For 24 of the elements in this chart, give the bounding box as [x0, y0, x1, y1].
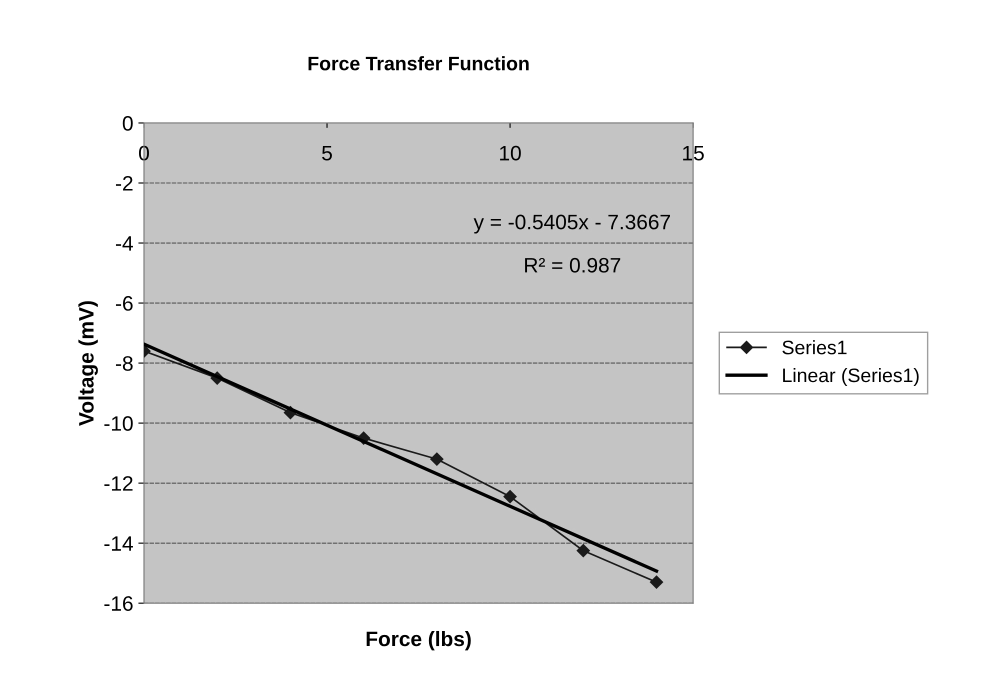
y-tick-label: -10	[104, 416, 133, 431]
point	[503, 490, 517, 504]
y-tick-label: -4	[116, 236, 133, 251]
x-tick-label: 10	[500, 146, 521, 161]
chart-title: Force Transfer Function	[308, 56, 529, 70]
point	[430, 452, 444, 466]
y-tick-label: -14	[104, 536, 133, 551]
legend-label: Linear (Series1)	[783, 368, 919, 386]
y-tick-label: -8	[116, 356, 133, 371]
y-tick-label: -6	[116, 296, 133, 311]
x-tick-label: 0	[139, 146, 149, 161]
point	[576, 544, 590, 558]
x-tick-label: 5	[322, 146, 332, 161]
x-tick-label: 15	[683, 146, 704, 161]
y-axis-title: Voltage (mV)	[78, 301, 98, 426]
y-tick-label: -2	[116, 176, 133, 191]
y-tick-label: -12	[104, 476, 133, 491]
point	[650, 576, 664, 589]
legend-label: Series1	[782, 340, 847, 354]
y-tick-label: -16	[104, 596, 133, 611]
annotation: y = -0.5405x - 7.3667	[474, 214, 670, 234]
x-axis-title: Force (lbs)	[366, 630, 471, 650]
annotation: R² = 0.987	[525, 258, 620, 273]
y-tick-label: 0	[122, 116, 133, 131]
